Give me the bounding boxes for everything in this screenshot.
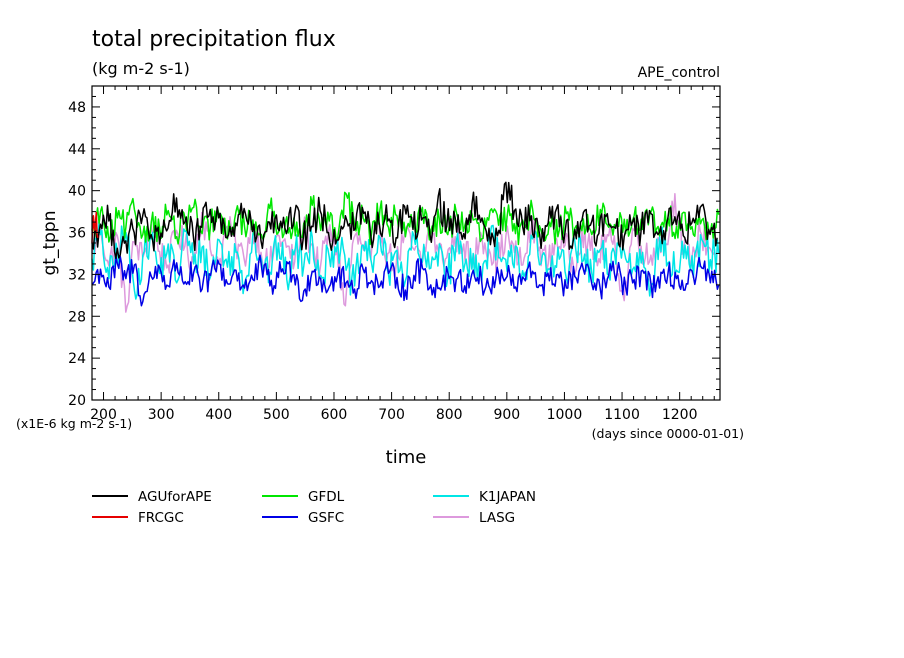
series-line-gsfc xyxy=(91,254,720,307)
x-tick-label: 600 xyxy=(321,407,348,423)
x-axis-units: (days since 0000-01-01) xyxy=(592,426,744,441)
series-line-gfdl xyxy=(91,191,720,246)
legend-label-frcgc: FRCGC xyxy=(138,510,184,526)
series-line-aguforape xyxy=(91,181,718,260)
experiment-label: APE_control xyxy=(638,65,720,81)
y-axis-label: gt_tppn xyxy=(40,211,60,276)
x-tick-label: 300 xyxy=(148,407,175,423)
legend: AGUforAPE GFDL K1JAPAN FRCGC GSFC LASG xyxy=(92,489,536,526)
x-tick-label: 400 xyxy=(205,407,232,423)
chart-subtitle: (kg m-2 s-1) xyxy=(92,59,190,78)
y-tick-label: 20 xyxy=(68,393,86,409)
x-tick-label: 900 xyxy=(493,407,520,423)
y-tick-label: 44 xyxy=(68,142,86,158)
legend-label-gfdl: GFDL xyxy=(308,489,345,505)
x-tick-label: 200 xyxy=(90,407,117,423)
series-layer xyxy=(91,181,720,313)
y-axis-units: (x1E-6 kg m-2 s-1) xyxy=(16,416,132,431)
y-tick-label: 32 xyxy=(68,267,86,283)
x-tick-label: 1000 xyxy=(547,407,583,423)
y-tick-label: 24 xyxy=(68,351,86,367)
legend-label-aguforape: AGUforAPE xyxy=(138,489,212,505)
chart-title: total precipitation flux xyxy=(92,27,336,52)
x-tick-label: 1100 xyxy=(604,407,640,423)
legend-label-gsfc: GSFC xyxy=(308,510,344,526)
x-tick-label: 500 xyxy=(263,407,290,423)
legend-label-lasg: LASG xyxy=(479,510,515,526)
y-tick-label: 36 xyxy=(68,226,86,242)
y-tick-label: 28 xyxy=(68,309,86,325)
legend-label-k1japan: K1JAPAN xyxy=(479,489,536,505)
x-tick-label: 1200 xyxy=(662,407,698,423)
series-line-frcgc xyxy=(91,211,99,244)
y-tick-label: 40 xyxy=(68,184,86,200)
x-tick-label: 800 xyxy=(436,407,463,423)
y-tick-label: 48 xyxy=(68,100,86,116)
axis-layer: 20 24 28 32 36 40 44 48 200 300 400 500 600 700 800 900… xyxy=(68,85,720,423)
x-tick-label: 700 xyxy=(378,407,405,423)
series-line-k1japan xyxy=(91,221,720,300)
x-axis-label: time xyxy=(386,447,427,468)
